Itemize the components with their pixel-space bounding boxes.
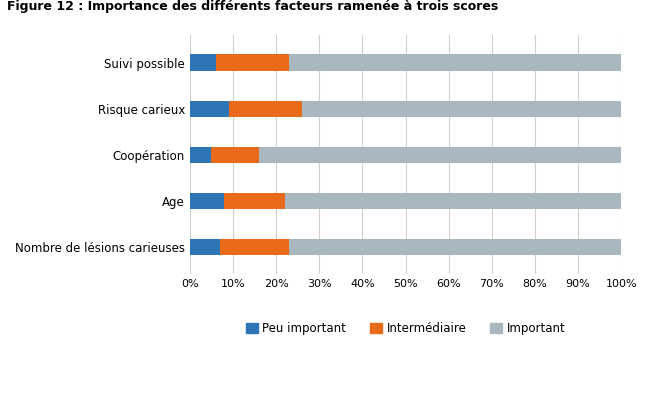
Bar bbox=[289, 239, 621, 255]
Bar bbox=[285, 193, 621, 209]
Bar bbox=[190, 146, 211, 163]
Bar bbox=[224, 193, 285, 209]
Bar bbox=[302, 101, 621, 117]
Bar bbox=[190, 193, 224, 209]
Text: Figure 12 : Importance des différents facteurs ramenée à trois scores: Figure 12 : Importance des différents fa… bbox=[7, 0, 497, 13]
Bar bbox=[289, 55, 621, 70]
Legend: Peu important, Intermédiaire, Important: Peu important, Intermédiaire, Important bbox=[240, 316, 571, 341]
Bar bbox=[216, 55, 289, 70]
Bar bbox=[190, 55, 216, 70]
Bar bbox=[220, 239, 289, 255]
Bar bbox=[259, 146, 621, 163]
Bar bbox=[190, 239, 220, 255]
Bar bbox=[229, 101, 302, 117]
Bar bbox=[211, 146, 259, 163]
Bar bbox=[190, 101, 229, 117]
